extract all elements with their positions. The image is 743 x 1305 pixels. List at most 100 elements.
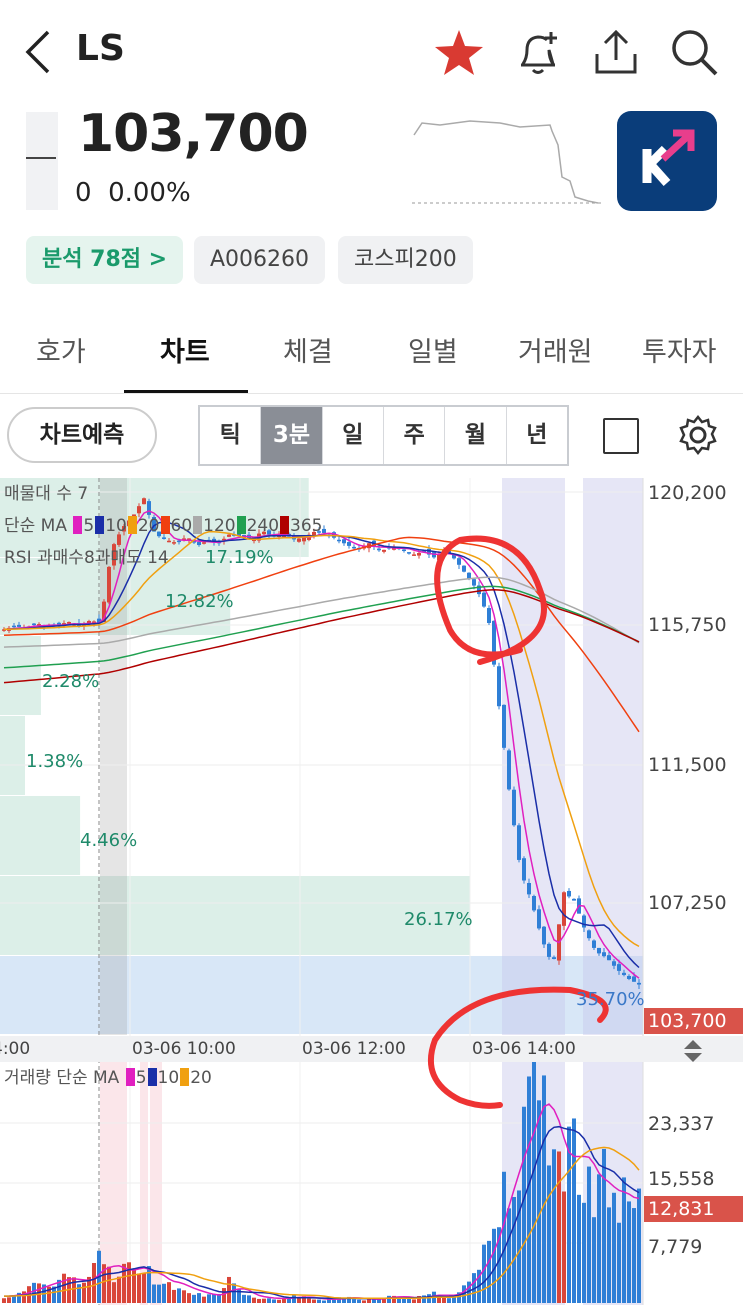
period-5[interactable]: 년 [526, 422, 548, 448]
profile-percent: 12.82% [165, 591, 234, 612]
candle [107, 566, 111, 603]
vol-ma-swatch [147, 1068, 157, 1086]
stock-code-tag: A006260 [194, 236, 326, 284]
change-percent: 0.00% [108, 178, 191, 208]
index-tag[interactable]: 코스피200 [338, 236, 473, 284]
volume-bar [257, 1298, 261, 1303]
candle [102, 601, 106, 622]
x-tick: 03-06 10:00 [132, 1039, 236, 1059]
bell-plus-icon[interactable] [513, 28, 563, 78]
tab-3[interactable]: 일별 [408, 337, 458, 368]
volume-bar [637, 1188, 641, 1303]
candle [492, 620, 496, 665]
volume-bar [212, 1293, 216, 1303]
volume-bar [622, 1177, 626, 1303]
share-icon[interactable] [593, 28, 639, 78]
volume-bar [617, 1222, 621, 1303]
period-2[interactable]: 일 [323, 407, 384, 464]
volume-bar [302, 1296, 306, 1303]
ma-swatch [95, 516, 105, 534]
candle [382, 549, 386, 552]
resize-handle-icon [684, 1040, 702, 1062]
volume-bar [172, 1289, 176, 1303]
x-tick: 03-06 14:00 [472, 1039, 576, 1059]
candle [197, 542, 201, 546]
volume-bar [317, 1299, 321, 1303]
volume-bar [407, 1298, 411, 1303]
fullscreen-square-icon[interactable] [603, 418, 639, 454]
tab-4[interactable]: 거래원 [518, 337, 593, 368]
tab-1[interactable]: 차트 [160, 337, 210, 368]
volume-bar [452, 1294, 456, 1303]
volume-bar [567, 1126, 571, 1303]
y-tick: 107,250 [648, 892, 727, 914]
legend-profile: 매물대 수 7 [4, 484, 89, 504]
volume-bar [517, 1190, 521, 1303]
candle [317, 531, 321, 533]
price-flash-indicator [26, 112, 58, 210]
volume-bar [542, 1075, 546, 1303]
search-icon[interactable] [670, 28, 720, 78]
profile-percent: 2.28% [42, 671, 100, 692]
candle [632, 976, 636, 982]
candle [157, 531, 161, 537]
period-selector: 틱 3분 일 주 월 년 [198, 405, 569, 466]
candle [57, 622, 61, 625]
volume-bar [412, 1299, 416, 1303]
settings-gear-icon[interactable] [677, 414, 719, 456]
price-chart[interactable] [0, 470, 743, 1305]
ma-period: 5 [83, 516, 95, 536]
candle [32, 623, 36, 626]
candle [212, 538, 216, 542]
tab-2[interactable]: 체결 [283, 337, 333, 368]
volume-bar [342, 1298, 346, 1303]
volume-bar [442, 1297, 446, 1303]
volume-bar [62, 1273, 66, 1303]
volume-bar [607, 1207, 611, 1303]
vol-ma-swatch [125, 1068, 135, 1086]
volume-bar [277, 1299, 281, 1303]
volume-bar [537, 1100, 541, 1303]
period-4[interactable]: 월 [445, 407, 507, 464]
volume-bar [227, 1276, 231, 1303]
period-0[interactable]: 틱 [200, 407, 262, 464]
volume-bar [572, 1118, 576, 1303]
volume-bar [552, 1149, 556, 1303]
volume-bar [267, 1298, 271, 1303]
volume-bar [532, 1058, 536, 1303]
volume-bar [197, 1293, 201, 1303]
candle [517, 825, 521, 860]
last-price-label: 103,700 [648, 1010, 727, 1032]
volume-bar [232, 1283, 236, 1303]
volume-bar [247, 1295, 251, 1303]
volume-bar [372, 1298, 376, 1303]
period-1[interactable]: 3분 [261, 407, 323, 464]
broker-logo [617, 111, 717, 211]
volume-bar [417, 1295, 421, 1303]
candle [592, 940, 596, 948]
tab-0[interactable]: 호가 [36, 337, 86, 368]
candle [152, 517, 156, 532]
candle [122, 526, 126, 532]
candle [192, 541, 196, 543]
volume-bar [242, 1294, 246, 1303]
ma-line-20 [3, 530, 640, 948]
price-change: 0 0.00% [75, 178, 191, 208]
volume-bar [357, 1299, 361, 1303]
volume-bar [12, 1295, 16, 1303]
chart-predict-button[interactable]: 차트예측 [7, 407, 157, 463]
volume-bar [167, 1282, 171, 1303]
highlight-band [502, 478, 565, 1035]
volume-bar [582, 1202, 586, 1303]
period-3[interactable]: 주 [384, 407, 446, 464]
tab-5[interactable]: 투자자 [642, 337, 717, 368]
volume-bar [87, 1276, 91, 1303]
analysis-score-tag[interactable]: 분석 78점 > [26, 236, 184, 284]
star-icon[interactable] [433, 28, 485, 78]
candle [562, 892, 566, 926]
candle [302, 537, 306, 542]
ma-period: 120 [203, 516, 236, 536]
candle [572, 898, 576, 901]
back-chevron-icon[interactable] [22, 28, 54, 76]
volume-bar [457, 1292, 461, 1303]
